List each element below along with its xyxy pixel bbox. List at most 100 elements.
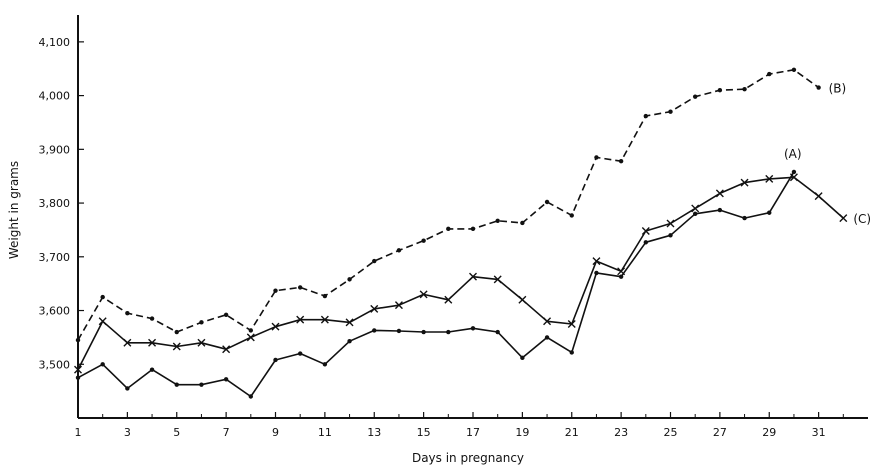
series-b-point <box>569 213 574 218</box>
series-b-point <box>100 294 105 300</box>
y-axis-title: Weight in grams <box>7 161 21 259</box>
series-b-point <box>273 288 278 293</box>
x-tick-label: 21 <box>565 426 579 439</box>
series-a-point <box>297 351 303 356</box>
x-tick-label: 9 <box>272 426 279 439</box>
series-b-point <box>396 248 402 253</box>
series-layer: (B) (A) (C) <box>74 67 871 399</box>
series-b-point <box>594 155 599 160</box>
series-a-point <box>767 210 772 215</box>
series-b-point <box>470 226 476 232</box>
series-c-point <box>592 257 601 266</box>
series-b-point <box>248 328 254 333</box>
series-a-point <box>618 274 624 279</box>
series-a-point <box>495 329 500 335</box>
series-b-point <box>544 199 550 205</box>
y-axis-ticks: 3,500 3,600 3,700 3,800 3,900 4,000 4,100 <box>39 36 84 371</box>
series-c-point <box>172 342 181 351</box>
series-b-point <box>125 311 130 316</box>
series-b-point <box>446 226 451 232</box>
series-c-point <box>789 173 798 182</box>
series-a-point <box>149 367 155 372</box>
series-a-point <box>372 328 377 333</box>
series-c-point <box>567 319 576 328</box>
series-b-point <box>520 220 525 226</box>
series-b-point <box>717 88 723 93</box>
series-c-point <box>74 365 82 374</box>
series-a-point <box>421 329 426 335</box>
x-tick-label: 19 <box>515 426 529 439</box>
series-c-point <box>320 315 329 324</box>
y-tick-label: 3,900 <box>39 143 71 156</box>
series-a-point <box>791 169 797 175</box>
series-c-point <box>345 318 354 327</box>
series-c-point <box>197 338 206 347</box>
series-c-point <box>641 227 650 236</box>
x-tick-label: 7 <box>223 426 230 439</box>
y-tick-label: 4,100 <box>39 36 71 49</box>
series-b-point <box>668 109 673 114</box>
series-b-point <box>692 94 698 99</box>
series-c-point <box>148 338 157 347</box>
y-tick-label: 3,700 <box>39 251 71 264</box>
series-b-point <box>223 312 229 318</box>
series-c-point <box>444 295 453 304</box>
series-c-point <box>123 338 132 347</box>
series-c: (C) <box>74 173 871 374</box>
series-b-point <box>372 258 377 264</box>
series-c-point <box>740 178 749 187</box>
series-c-point <box>617 267 626 276</box>
series-a-point <box>742 215 747 221</box>
series-b-point <box>495 218 500 223</box>
y-tick-label: 3,500 <box>39 358 71 371</box>
y-tick-label: 3,800 <box>39 197 71 210</box>
series-c-point <box>222 345 231 354</box>
series-a-point <box>544 335 550 340</box>
series-c-label: (C) <box>853 212 871 226</box>
y-tick-label: 3,600 <box>39 305 71 318</box>
x-axis-ticks: 1 3 5 7 9 11 13 15 17 19 21 23 25 27 29 31 <box>75 412 844 439</box>
series-b-point <box>149 316 155 321</box>
series-b-point <box>75 337 81 343</box>
series-a-point <box>347 338 352 344</box>
series-a-point <box>470 326 476 331</box>
series-c-point <box>493 275 502 284</box>
x-axis-title: Days in pregnancy <box>412 451 524 465</box>
series-c-point <box>394 301 403 310</box>
series-c-point <box>98 317 107 326</box>
series-a-point <box>223 377 229 382</box>
series-c-point <box>271 322 280 331</box>
series-c-point <box>839 214 848 223</box>
x-tick-label: 11 <box>318 426 332 439</box>
series-a-label: (A) <box>784 147 802 161</box>
series-a-point <box>717 207 723 213</box>
x-tick-label: 1 <box>75 426 82 439</box>
series-c-point <box>715 189 724 198</box>
series-c-point <box>666 219 675 228</box>
series-a-point <box>594 270 599 276</box>
series-b-point <box>322 293 328 299</box>
series-a-point <box>668 233 673 238</box>
series-b-point <box>742 86 747 92</box>
series-a-point <box>199 382 204 387</box>
series-b-point <box>767 71 772 77</box>
series-b: (B) <box>75 67 847 343</box>
series-a-point <box>248 394 254 399</box>
x-tick-label: 29 <box>762 426 776 439</box>
series-a-line <box>77 171 795 398</box>
series-b-point <box>297 285 303 290</box>
series-b-label: (B) <box>829 82 847 96</box>
series-a-point <box>520 355 525 361</box>
series-b-point <box>421 238 426 243</box>
series-c-point <box>765 174 774 183</box>
series-c-point <box>370 304 379 313</box>
series-b-point <box>347 277 352 282</box>
series-b-point <box>791 67 797 73</box>
series-b-point <box>199 320 204 325</box>
series-a-point <box>75 375 81 380</box>
series-c-point <box>814 192 823 201</box>
series-a-point <box>446 329 451 335</box>
x-tick-label: 23 <box>614 426 628 439</box>
series-c-point <box>543 317 552 326</box>
